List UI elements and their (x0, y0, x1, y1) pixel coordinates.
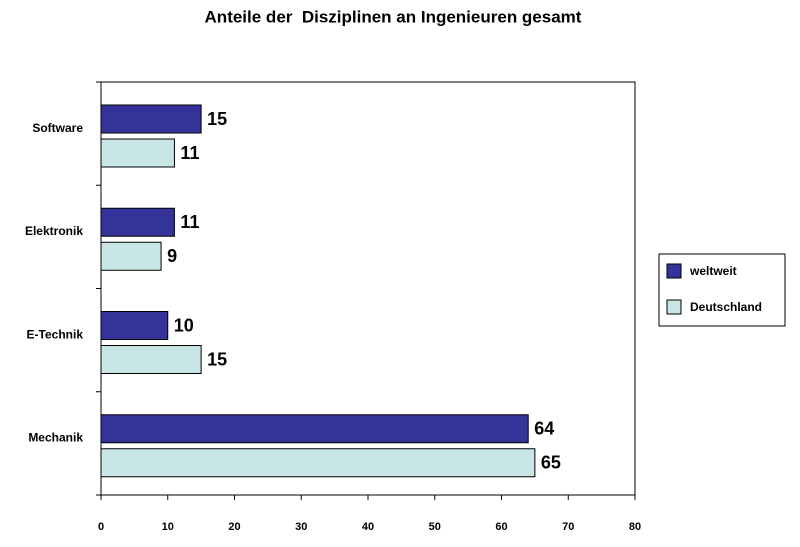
x-tick-label: 70 (562, 521, 574, 533)
value-label: 9 (167, 246, 177, 266)
legend-swatch (666, 263, 682, 279)
y-tick-label: Mechanik (28, 431, 83, 445)
x-tick-label: 30 (295, 521, 307, 533)
legend-label: weltweit (689, 264, 737, 278)
bar (100, 414, 529, 444)
bar (100, 345, 202, 374)
value-label: 15 (207, 349, 227, 369)
value-label: 15 (207, 109, 227, 129)
legend-label: Deutschland (690, 300, 762, 314)
bar (100, 241, 162, 271)
value-label: 11 (180, 212, 199, 232)
x-tick-label: 60 (495, 521, 507, 533)
x-tick-label: 0 (98, 521, 104, 533)
bar (100, 311, 169, 340)
bar (100, 138, 175, 168)
x-tick-label: 20 (228, 521, 240, 533)
value-label: 64 (534, 419, 554, 439)
x-tick-label: 80 (629, 521, 641, 533)
value-label: 65 (541, 453, 561, 473)
bar (100, 104, 202, 134)
y-tick-label: Software (32, 121, 83, 135)
y-tick-label: Elektronik (25, 224, 83, 238)
x-tick-label: 10 (162, 521, 174, 533)
bar (100, 207, 175, 237)
x-tick-label: 50 (429, 521, 441, 533)
chart-title: Anteile der Disziplinen an Ingenieuren g… (205, 7, 582, 26)
bar (100, 448, 536, 478)
legend-swatch (666, 299, 682, 315)
value-label: 10 (174, 315, 194, 335)
y-tick-label: E-Technik (27, 327, 84, 341)
value-label: 11 (180, 143, 199, 163)
x-tick-label: 40 (362, 521, 374, 533)
